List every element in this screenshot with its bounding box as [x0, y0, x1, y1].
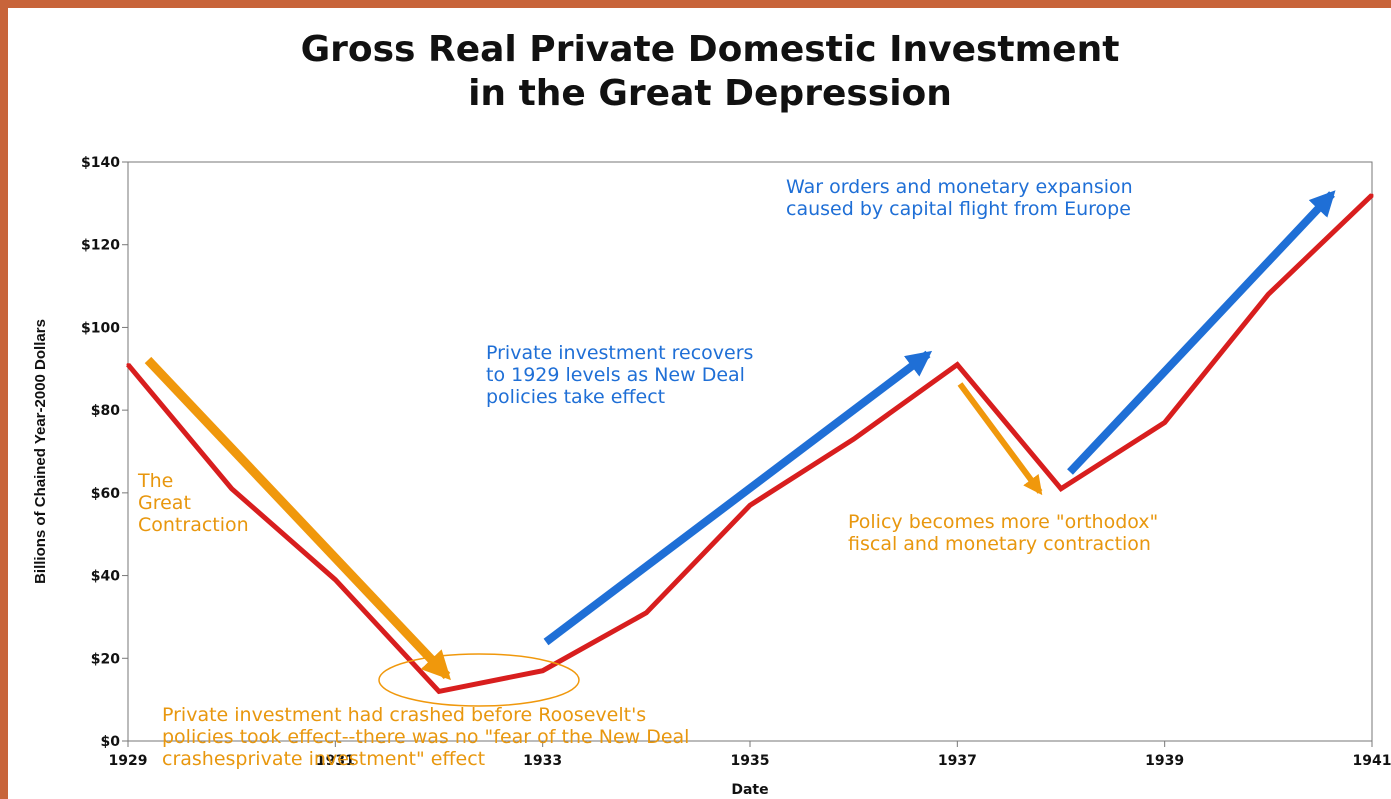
data-point	[644, 611, 648, 615]
y-tick-label: $0	[101, 734, 121, 750]
annotation-war-orders: War orders and monetary expansion caused…	[786, 176, 1133, 220]
annotation-recovery: Private investment recovers to 1929 leve…	[486, 342, 754, 408]
orthodox-arrow	[957, 382, 1043, 496]
slide	[8, 8, 1391, 799]
x-axis-label: Date	[731, 782, 768, 798]
data-point	[955, 363, 959, 367]
x-tick-label: 1941	[1353, 753, 1391, 769]
data-point	[541, 669, 545, 673]
contraction-arrow	[144, 356, 451, 681]
chart-title-line-1: Gross Real Private Domestic Investment	[300, 29, 1120, 70]
chart-title: Gross Real Private Domestic Investment i…	[0, 28, 1391, 116]
data-point	[748, 503, 752, 507]
annotation-crash-note: Private investment had crashed before Ro…	[162, 704, 690, 770]
x-tick-label: 1939	[1145, 753, 1184, 769]
x-tick-label: 1931	[316, 753, 355, 769]
plot-frame	[127, 161, 1373, 742]
annotation-orthodox: Policy becomes more "orthodox" fiscal an…	[848, 511, 1159, 555]
y-tick-label: $100	[81, 320, 120, 336]
y-tick-label: $20	[91, 651, 120, 667]
x-tick-label: 1937	[938, 753, 977, 769]
x-tick-label: 1929	[109, 753, 148, 769]
data-point	[1059, 487, 1063, 491]
data-point	[333, 578, 337, 582]
highlight-ellipse	[378, 653, 580, 707]
data-point	[1163, 421, 1167, 425]
data-point	[1266, 292, 1270, 296]
data-point	[1370, 193, 1374, 197]
x-tick-label: 1933	[523, 753, 562, 769]
y-tick-label: $80	[91, 403, 120, 419]
y-tick-label: $60	[91, 486, 120, 502]
data-point	[126, 363, 130, 367]
data-point	[230, 487, 234, 491]
x-tick-label: 1935	[731, 753, 770, 769]
chart-title-line-2: in the Great Depression	[468, 73, 952, 114]
y-axis-label: Billions of Chained Year-2000 Dollars	[32, 319, 49, 584]
y-tick-label: $40	[91, 569, 120, 585]
recovery-arrow	[543, 350, 933, 646]
war-orders-arrow	[1067, 190, 1336, 475]
data-point	[852, 437, 856, 441]
series-line	[126, 193, 1374, 695]
y-tick-label: $140	[81, 155, 120, 171]
data-point	[437, 689, 441, 693]
y-tick-label: $120	[81, 238, 120, 254]
annotation-great-contraction: The Great Contraction	[138, 470, 249, 536]
